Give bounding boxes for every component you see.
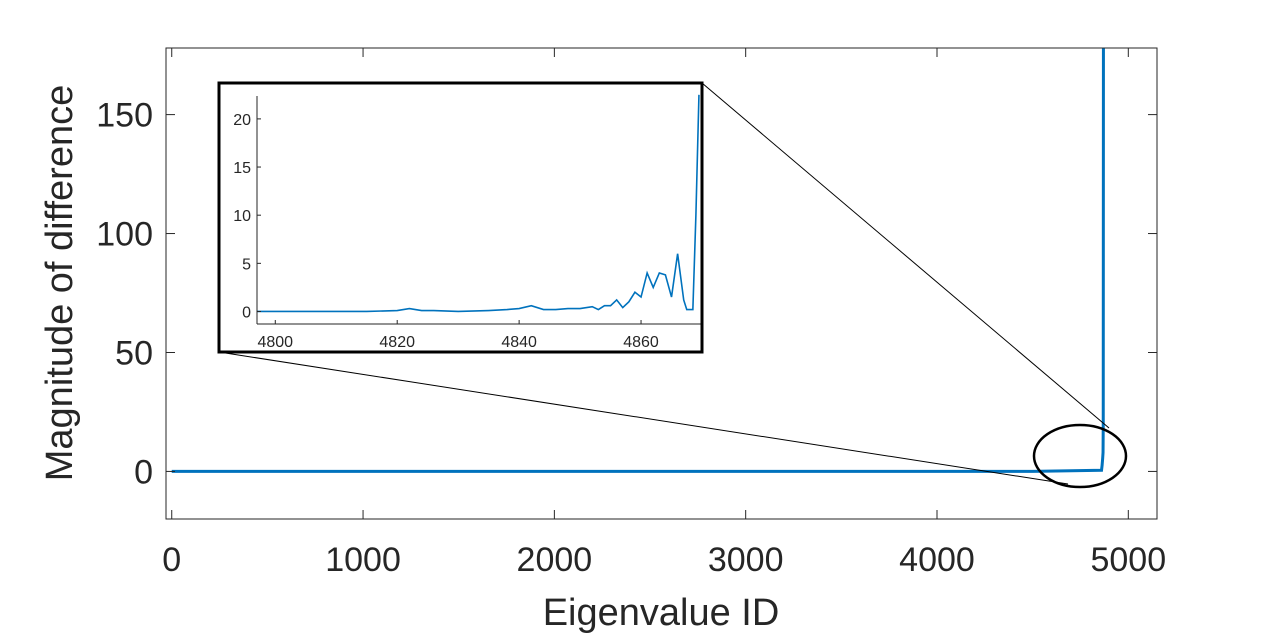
inset-y-axis-ticks: 0 5 10 15 20 [233, 112, 261, 321]
inset-x-tick-label: 4800 [257, 334, 293, 351]
main-x-tick-label: 1000 [325, 541, 401, 579]
inset-x-tick-label: 4860 [623, 334, 659, 351]
inset-y-tick-label: 5 [242, 256, 251, 273]
main-y-tick-label: 100 [96, 216, 153, 254]
zoom-region-ellipse [1032, 423, 1128, 489]
main-x-tick-label: 3000 [708, 541, 784, 579]
inset-frame [217, 81, 704, 354]
main-x-tick-label: 5000 [1090, 541, 1166, 579]
inset-y-tick-label: 20 [233, 112, 251, 129]
inset-y-tick-label: 0 [242, 304, 251, 321]
zoom-annotations [218, 82, 1128, 489]
main-y-tick-label: 0 [134, 453, 153, 491]
main-x-tick-label: 0 [162, 541, 181, 579]
main-series [171, 47, 1105, 473]
main-plot-frame [165, 47, 1158, 520]
main-x-axis-ticks: 0 1000 2000 3000 4000 5000 [162, 48, 1166, 579]
main-series-line [171, 47, 1105, 473]
inset-x-tick-label: 4840 [501, 334, 537, 351]
zoom-connector-bottom [218, 351, 1069, 485]
main-x-tick-label: 2000 [517, 541, 593, 579]
y-axis-label: Magnitude of difference [39, 85, 81, 481]
inset-x-axis-ticks: 4800 4820 4840 4860 [257, 320, 659, 351]
inset-x-tick-label: 4820 [379, 334, 415, 351]
inset-series-line [257, 94, 700, 313]
inset-y-tick-label: 10 [233, 208, 251, 225]
inset-series [257, 94, 700, 313]
inset-y-tick-label: 15 [233, 160, 251, 177]
main-x-tick-label: 4000 [899, 541, 975, 579]
inset-plot: 4800 4820 4840 4860 0 5 10 15 20 [217, 81, 704, 354]
x-axis-label: Eigenvalue ID [543, 592, 780, 634]
zoom-connector-top [701, 82, 1110, 429]
main-y-tick-label: 50 [115, 334, 153, 372]
main-y-tick-label: 150 [96, 97, 153, 135]
